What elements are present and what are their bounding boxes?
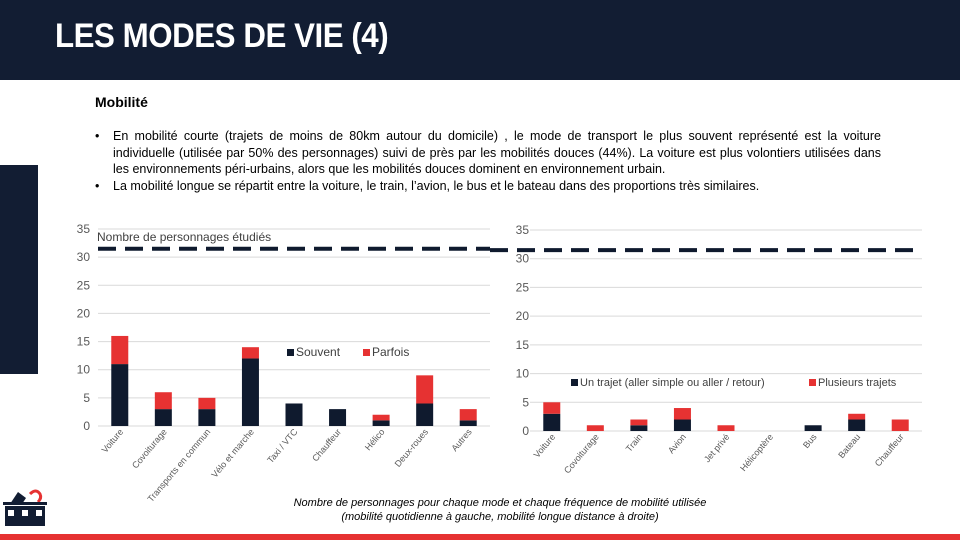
bar-segment <box>717 425 735 431</box>
header-bar: LES MODES DE VIE (4) <box>0 0 960 80</box>
bullet-item: • En mobilité courte (trajets de moins de… <box>95 128 881 178</box>
y-tick-label: 25 <box>77 278 91 292</box>
x-category-label: Voiture <box>100 427 126 455</box>
bar-segment <box>673 419 691 431</box>
bar-segment <box>459 409 477 421</box>
legend-label: Parfois <box>372 345 409 359</box>
y-tick-label: 30 <box>77 250 91 264</box>
y-tick-label: 10 <box>516 367 530 381</box>
y-tick-label: 30 <box>516 252 530 266</box>
bar-segment <box>630 425 648 431</box>
x-category-label: Vélo et marche <box>209 427 256 480</box>
bar-segment <box>198 397 216 410</box>
bar-segment <box>241 358 259 426</box>
y-tick-label: 25 <box>516 280 530 294</box>
bullet-dot-icon: • <box>95 129 100 143</box>
y-tick-label: 5 <box>522 395 529 409</box>
side-accent-bar <box>0 165 38 374</box>
x-category-label: Taxi / VTC <box>265 426 300 465</box>
bar-segment <box>673 408 691 420</box>
bullet-text: En mobilité courte (trajets de moins de … <box>113 129 881 176</box>
bar-segment <box>804 425 822 431</box>
bar-segment <box>891 419 909 431</box>
x-category-label: Bateau <box>836 432 862 460</box>
bar-segment <box>416 403 434 426</box>
bar-segment <box>416 375 434 404</box>
x-category-label: Hélico <box>363 427 387 453</box>
x-category-label: Hélicoptère <box>738 432 775 473</box>
bar-segment <box>285 403 303 426</box>
legend-swatch <box>809 379 816 386</box>
bar-segment <box>198 409 216 426</box>
x-category-label: Avion <box>666 432 688 456</box>
bar-segment <box>459 420 477 426</box>
caption-line-1: Nombre de personnages pour chaque mode e… <box>293 497 707 509</box>
page-title: LES MODES DE VIE (4) <box>55 17 389 55</box>
bullet-item: • La mobilité longue se répartit entre la… <box>95 178 881 195</box>
y-tick-label: 5 <box>83 391 90 405</box>
x-category-label: Voiture <box>532 432 558 460</box>
x-category-label: Autres <box>449 426 474 453</box>
bar-segment <box>154 392 172 410</box>
x-category-label: Bus <box>801 431 819 450</box>
bullet-text: La mobilité longue se répartit entre la … <box>113 178 760 193</box>
legend-label: Souvent <box>296 345 341 359</box>
bar-segment <box>543 413 561 431</box>
bar-segment <box>111 364 129 426</box>
bar-segment <box>329 409 347 426</box>
y-tick-label: 0 <box>83 419 90 433</box>
bar-segment <box>586 425 604 431</box>
footer-accent-line <box>0 534 960 540</box>
logo-icon <box>3 489 47 526</box>
bar-segment <box>372 414 390 421</box>
bar-segment <box>154 409 172 426</box>
legend-swatch <box>287 349 294 356</box>
x-category-label: Train <box>624 432 645 454</box>
y-tick-label: 0 <box>522 424 529 438</box>
bar-segment <box>241 347 259 359</box>
legend-label: Un trajet (aller simple ou aller / retou… <box>580 377 765 389</box>
x-category-label: Chauffeur <box>310 427 343 464</box>
bar-segment <box>848 419 866 431</box>
legend-swatch <box>571 379 578 386</box>
x-category-label: Deux-roues <box>393 426 431 468</box>
x-category-label: Covoiturage <box>562 432 601 476</box>
section-title: Mobilité <box>95 94 148 110</box>
legend-swatch <box>363 349 370 356</box>
chart-caption: Nombre de personnages pour chaque mode e… <box>260 496 740 524</box>
y-tick-label: 35 <box>77 222 91 236</box>
x-category-label: Jet privé <box>702 432 732 464</box>
bar-segment <box>630 419 648 426</box>
y-tick-label: 15 <box>77 335 91 349</box>
y-tick-label: 10 <box>77 363 91 377</box>
bullet-dot-icon: • <box>95 178 100 193</box>
bar-segment <box>372 420 390 426</box>
y-tick-label: 20 <box>77 306 91 320</box>
reference-line-label: Nombre de personnages étudiés <box>97 230 271 244</box>
y-tick-label: 15 <box>516 338 530 352</box>
y-tick-label: 20 <box>516 309 530 323</box>
bar-segment <box>543 402 561 414</box>
x-category-label: Covoiturage <box>130 427 169 471</box>
bar-segment <box>111 335 129 365</box>
y-tick-label: 35 <box>516 223 530 237</box>
legend-label: Plusieurs trajets <box>818 377 897 389</box>
caption-line-2: (mobilité quotidienne à gauche, mobilité… <box>341 511 659 523</box>
bar-segment <box>848 413 866 420</box>
x-category-label: Chauffeur <box>873 432 906 469</box>
bullet-list: • En mobilité courte (trajets de moins de… <box>95 128 881 194</box>
